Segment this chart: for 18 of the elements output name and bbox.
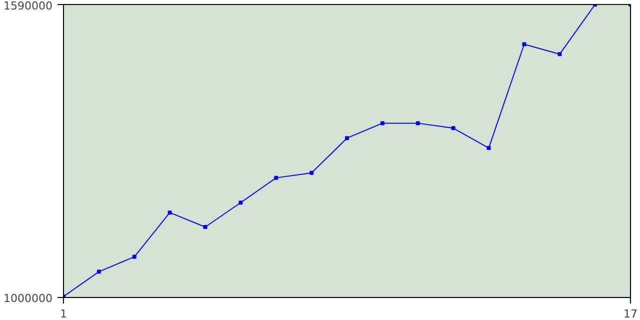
x-tick-label: 17 xyxy=(624,308,638,320)
point xyxy=(274,176,278,180)
y-tick-label: 1000000 xyxy=(4,292,53,305)
point xyxy=(168,210,172,215)
point xyxy=(522,42,526,46)
point xyxy=(451,126,456,130)
point xyxy=(238,200,243,205)
point xyxy=(345,136,349,140)
point xyxy=(203,224,208,229)
x-tick-label: 1 xyxy=(60,308,67,320)
point xyxy=(96,270,101,274)
point xyxy=(416,121,420,126)
point xyxy=(558,52,562,56)
point xyxy=(132,254,136,259)
point xyxy=(380,121,384,126)
point xyxy=(310,170,314,175)
y-tick-label: 1590000 xyxy=(4,0,53,12)
point xyxy=(486,146,491,150)
